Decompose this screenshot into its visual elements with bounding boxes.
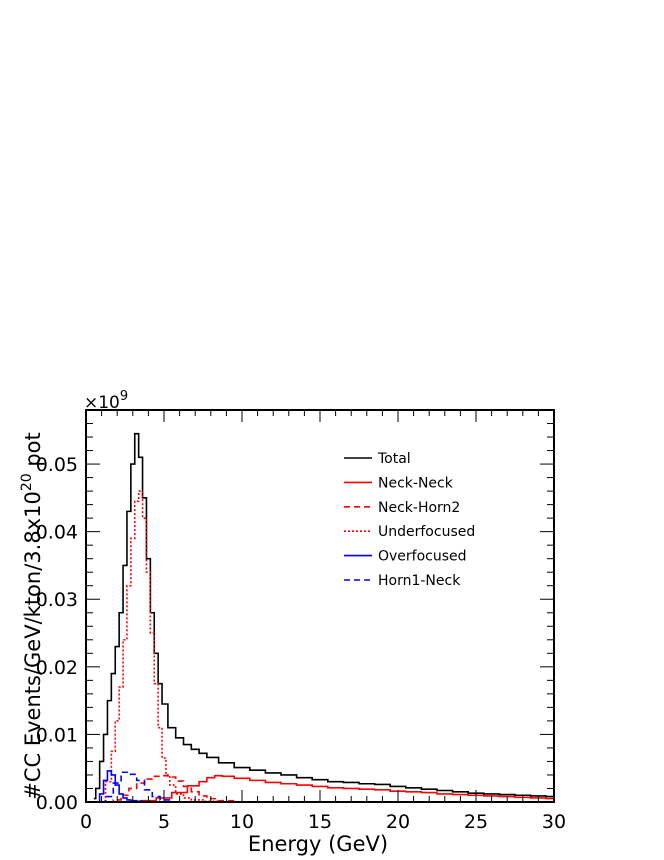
y-multiplier-prefix: ×10 bbox=[84, 393, 120, 413]
y-axis-title-tail: pot bbox=[21, 432, 45, 473]
x-tick-label: 0 bbox=[80, 811, 92, 833]
x-tick-label: 20 bbox=[386, 811, 410, 833]
legend-label: Neck-Neck bbox=[378, 475, 454, 491]
x-tick-label: 10 bbox=[230, 811, 254, 833]
series-line-horn1-neck bbox=[101, 771, 180, 803]
y-tick-label: 0.02 bbox=[36, 657, 78, 679]
legend-label: Overfocused bbox=[378, 549, 467, 565]
series-line-neck-horn2 bbox=[109, 774, 242, 803]
series-line-neck-neck bbox=[132, 774, 554, 803]
y-tick-label: 0.03 bbox=[36, 589, 78, 611]
x-axis-title: Energy (GeV) bbox=[248, 832, 388, 856]
y-tick-label: 0.05 bbox=[36, 454, 78, 476]
series-line-overfocused bbox=[97, 770, 149, 803]
legend: Total Neck-Neck Neck-Horn2 Underfocused Over… bbox=[344, 451, 475, 589]
y-tick-label: 0.00 bbox=[36, 792, 78, 814]
x-tick-label: 15 bbox=[308, 811, 332, 833]
legend-label: Neck-Horn2 bbox=[378, 500, 460, 516]
y-axis-title-main: #CC Events/GeV/kton/3.8x10 bbox=[21, 491, 45, 800]
y-axis-title-exponent: 20 bbox=[19, 473, 35, 491]
tick-labels: 0 5 10 15 20 25 30 0.00 0.01 0.02 0.03 0.04 0.05 bbox=[36, 454, 566, 833]
plot-frame bbox=[85, 409, 555, 803]
legend-label: Horn1-Neck bbox=[378, 573, 461, 589]
y-tick-label: 0.01 bbox=[36, 724, 78, 746]
series-line-underfocused bbox=[101, 490, 227, 803]
series-line-total bbox=[93, 432, 554, 800]
x-tick-label: 30 bbox=[542, 811, 566, 833]
y-axis-title: #CC Events/GeV/kton/3.8x1020 pot bbox=[19, 432, 45, 800]
y-multiplier-exponent: 9 bbox=[120, 389, 128, 404]
y-multiplier-label: ×109 bbox=[84, 389, 128, 413]
x-tick-label: 25 bbox=[464, 811, 488, 833]
y-tick-label: 0.04 bbox=[36, 522, 78, 544]
legend-label: Underfocused bbox=[378, 524, 475, 540]
axis-ticks bbox=[85, 409, 555, 803]
plot-lines bbox=[93, 432, 554, 803]
x-tick-label: 5 bbox=[158, 811, 170, 833]
legend-label: Total bbox=[377, 451, 411, 467]
